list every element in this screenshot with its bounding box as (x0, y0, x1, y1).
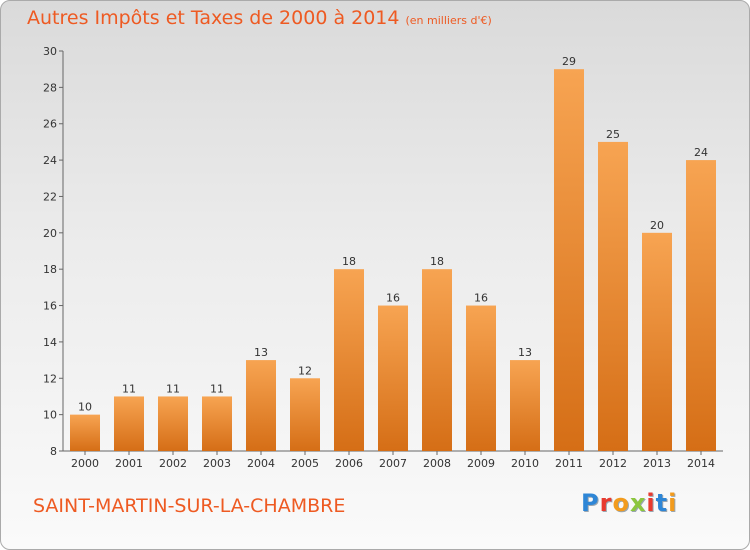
x-tick-label-2013: 2013 (643, 457, 671, 470)
bar-2009 (466, 305, 496, 451)
x-tick-label-2007: 2007 (379, 457, 407, 470)
bar-2003 (202, 396, 232, 451)
brand-letter: o (612, 489, 630, 517)
data-label-2002: 11 (166, 382, 180, 395)
x-tick-label-2012: 2012 (599, 457, 627, 470)
y-tick-label: 22 (43, 190, 57, 203)
x-tick-label-2010: 2010 (511, 457, 539, 470)
bar-2014 (686, 160, 716, 451)
x-tick-label-2014: 2014 (687, 457, 715, 470)
data-label-2006: 18 (342, 255, 356, 268)
data-label-2005: 12 (298, 364, 312, 377)
data-label-2013: 20 (650, 219, 664, 232)
y-tick-label: 20 (43, 227, 57, 240)
bar-2000 (70, 414, 100, 451)
x-tick-label-2005: 2005 (291, 457, 319, 470)
brand-letter: t (655, 489, 669, 517)
y-tick-label: 8 (50, 445, 57, 458)
x-tick-label-2003: 2003 (203, 457, 231, 470)
bar-2012 (598, 141, 628, 451)
x-tick-label-2002: 2002 (159, 457, 187, 470)
bar-2001 (114, 396, 144, 451)
proxiti-logo[interactable]: Proxiti (581, 489, 677, 517)
x-tick-label-2009: 2009 (467, 457, 495, 470)
bar-2007 (378, 305, 408, 451)
y-tick-label: 30 (43, 45, 57, 58)
bar-2006 (334, 269, 364, 451)
data-label-2003: 11 (210, 382, 224, 395)
chart-subtitle: (en milliers d'€) (405, 14, 492, 27)
town-name: SAINT-MARTIN-SUR-LA-CHAMBRE (33, 495, 346, 517)
y-tick-label: 24 (43, 154, 57, 167)
brand-letter: P (581, 489, 600, 517)
y-tick-label: 10 (43, 409, 57, 422)
data-label-2007: 16 (386, 292, 400, 305)
y-tick-label: 12 (43, 372, 57, 385)
brand-letter: i (668, 489, 678, 517)
data-label-2011: 29 (562, 55, 576, 68)
bar-2004 (246, 360, 276, 451)
chart-title: Autres Impôts et Taxes de 2000 à 2014 (27, 7, 400, 29)
bar-2008 (422, 269, 452, 451)
y-tick-label: 28 (43, 81, 57, 94)
data-label-2012: 25 (606, 128, 620, 141)
x-tick-label-2008: 2008 (423, 457, 451, 470)
data-label-2014: 24 (694, 146, 708, 159)
y-tick-label: 18 (43, 263, 57, 276)
chart-title-block: Autres Impôts et Taxes de 2000 à 2014 (en… (27, 7, 492, 29)
data-label-2010: 13 (518, 346, 532, 359)
data-label-2000: 10 (78, 401, 92, 414)
data-label-2008: 18 (430, 255, 444, 268)
data-label-2004: 13 (254, 346, 268, 359)
x-tick-label-2004: 2004 (247, 457, 275, 470)
x-tick-label-2001: 2001 (115, 457, 143, 470)
brand-letter: x (629, 489, 647, 517)
bar-2002 (158, 396, 188, 451)
y-tick-label: 16 (43, 300, 57, 313)
brand-letter: r (599, 489, 613, 517)
y-tick-label: 26 (43, 118, 57, 131)
y-tick-label: 14 (43, 336, 57, 349)
data-label-2009: 16 (474, 292, 488, 305)
bar-2010 (510, 360, 540, 451)
x-tick-label-2000: 2000 (71, 457, 99, 470)
x-tick-label-2011: 2011 (555, 457, 583, 470)
brand-letter: i (646, 489, 656, 517)
bar-2013 (642, 232, 672, 451)
bar-2005 (290, 378, 320, 451)
data-label-2001: 11 (122, 382, 136, 395)
x-tick-label-2006: 2006 (335, 457, 363, 470)
bar-2011 (554, 69, 584, 451)
